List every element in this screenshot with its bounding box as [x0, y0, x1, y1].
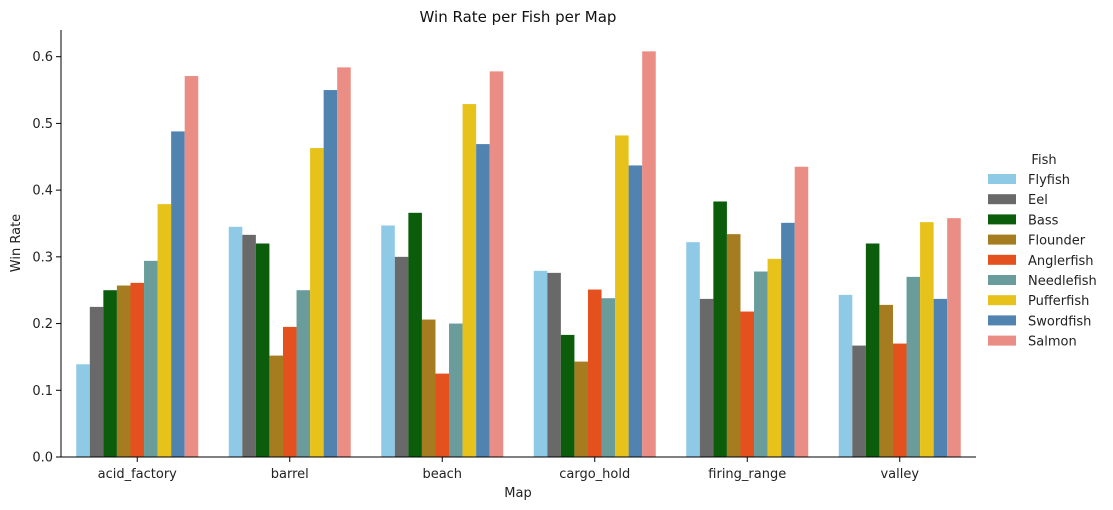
- y-axis-label: Win Rate: [9, 214, 24, 272]
- x-tick-label: barrel: [271, 467, 309, 482]
- bar-bass-barrel: [255, 243, 270, 457]
- legend-swatch-anglerfish: [988, 254, 1016, 265]
- bar-bass-valley: [865, 243, 880, 457]
- bar-swordfish-cargo_hold: [628, 165, 643, 457]
- bar-swordfish-beach: [476, 144, 490, 457]
- y-tick-label: 0.5: [32, 117, 53, 132]
- bar-eel-firing_range: [699, 298, 714, 457]
- legend-label-swordfish: Swordfish: [1028, 314, 1091, 329]
- bar-bass-cargo_hold: [560, 334, 575, 457]
- bar-anglerfish-valley: [892, 343, 907, 457]
- bar-anglerfish-beach: [435, 373, 450, 457]
- x-tick-label: valley: [880, 467, 919, 482]
- legend-swatch-salmon: [988, 335, 1016, 346]
- bar-flounder-acid_factory: [116, 285, 131, 457]
- bar-swordfish-acid_factory: [171, 131, 185, 457]
- bar-swordfish-valley: [933, 298, 948, 457]
- bar-pufferfish-valley: [920, 222, 934, 457]
- bar-flyfish-acid_factory: [76, 364, 90, 457]
- legend-label-bass: Bass: [1028, 213, 1059, 228]
- x-axis-label: Map: [504, 486, 531, 501]
- y-tick-label: 0.6: [32, 50, 53, 65]
- bar-salmon-beach: [489, 71, 504, 458]
- legend-swatch-flyfish: [988, 174, 1016, 184]
- bar-needlefish-cargo_hold: [601, 298, 616, 457]
- bar-flyfish-cargo_hold: [533, 270, 548, 457]
- bar-salmon-cargo_hold: [642, 51, 656, 457]
- bar-salmon-valley: [947, 218, 961, 457]
- bar-salmon-barrel: [337, 67, 351, 458]
- bar-eel-barrel: [242, 234, 256, 457]
- bar-needlefish-firing_range: [754, 271, 768, 457]
- legend-label-pufferfish: Pufferfish: [1028, 294, 1089, 309]
- bar-flyfish-barrel: [228, 226, 243, 457]
- y-tick-label: 0.1: [32, 384, 53, 399]
- bars-group: [76, 51, 961, 458]
- legend-label-salmon: Salmon: [1028, 335, 1077, 350]
- bar-flyfish-valley: [838, 294, 853, 457]
- legend-swatch-eel: [988, 194, 1016, 205]
- y-tick-label: 0.3: [32, 250, 53, 265]
- bar-needlefish-acid_factory: [144, 260, 158, 457]
- legend: Fish Flyfish Eel Bass Flounder Anglerfish Nee…: [988, 153, 1097, 350]
- x-tick-label: firing_range: [708, 467, 786, 482]
- bar-flounder-cargo_hold: [574, 361, 588, 457]
- legend-swatch-needlefish: [988, 275, 1016, 285]
- y-tick-label: 0.0: [32, 451, 53, 466]
- bar-flounder-barrel: [269, 355, 283, 457]
- legend-label-anglerfish: Anglerfish: [1028, 254, 1094, 269]
- bar-swordfish-firing_range: [781, 222, 795, 457]
- bar-eel-beach: [394, 256, 409, 457]
- y-tick-label: 0.4: [32, 184, 53, 199]
- bar-needlefish-beach: [449, 323, 463, 457]
- bar-pufferfish-beach: [462, 104, 477, 457]
- bar-eel-valley: [852, 345, 866, 457]
- x-tick-label: acid_factory: [98, 467, 178, 482]
- legend-label-flounder: Flounder: [1028, 234, 1086, 249]
- bar-needlefish-barrel: [296, 290, 311, 457]
- bar-anglerfish-barrel: [282, 326, 297, 457]
- legend-label-needlefish: Needlefish: [1028, 274, 1097, 289]
- x-tick-label: cargo_hold: [559, 467, 630, 482]
- bar-anglerfish-firing_range: [740, 311, 755, 457]
- y-tick-label: 0.2: [32, 317, 53, 332]
- bar-pufferfish-firing_range: [767, 258, 782, 457]
- legend-swatch-bass: [988, 214, 1016, 225]
- x-tick-label: beach: [422, 467, 462, 482]
- bar-pufferfish-acid_factory: [157, 204, 172, 457]
- legend-swatch-pufferfish: [988, 295, 1016, 306]
- bar-eel-acid_factory: [89, 306, 104, 457]
- bar-salmon-firing_range: [794, 166, 809, 457]
- bar-salmon-acid_factory: [184, 76, 199, 457]
- legend-swatch-flounder: [988, 234, 1016, 245]
- bar-bass-acid_factory: [103, 290, 117, 457]
- legend-swatch-swordfish: [988, 315, 1016, 326]
- bar-flyfish-beach: [381, 225, 395, 457]
- bar-eel-cargo_hold: [547, 272, 561, 457]
- bar-pufferfish-cargo_hold: [615, 135, 629, 458]
- bar-bass-firing_range: [713, 201, 727, 457]
- legend-title: Fish: [1031, 153, 1056, 168]
- bar-anglerfish-acid_factory: [130, 282, 145, 457]
- bar-flounder-firing_range: [726, 234, 741, 457]
- bar-flounder-beach: [421, 319, 436, 457]
- legend-label-eel: Eel: [1028, 193, 1048, 208]
- bar-flounder-valley: [879, 304, 893, 457]
- bar-needlefish-valley: [906, 276, 921, 457]
- legend-label-flyfish: Flyfish: [1028, 173, 1070, 188]
- chart-title: Win Rate per Fish per Map: [420, 8, 617, 26]
- bar-anglerfish-cargo_hold: [587, 289, 602, 457]
- bar-swordfish-barrel: [323, 90, 338, 458]
- bar-pufferfish-barrel: [310, 148, 324, 457]
- axes-group: 0.0 0.1 0.2 0.3 0.4 0.5 0.6 acid_factory barrel b…: [32, 30, 976, 482]
- bar-bass-beach: [408, 212, 422, 457]
- bar-flyfish-firing_range: [686, 242, 700, 457]
